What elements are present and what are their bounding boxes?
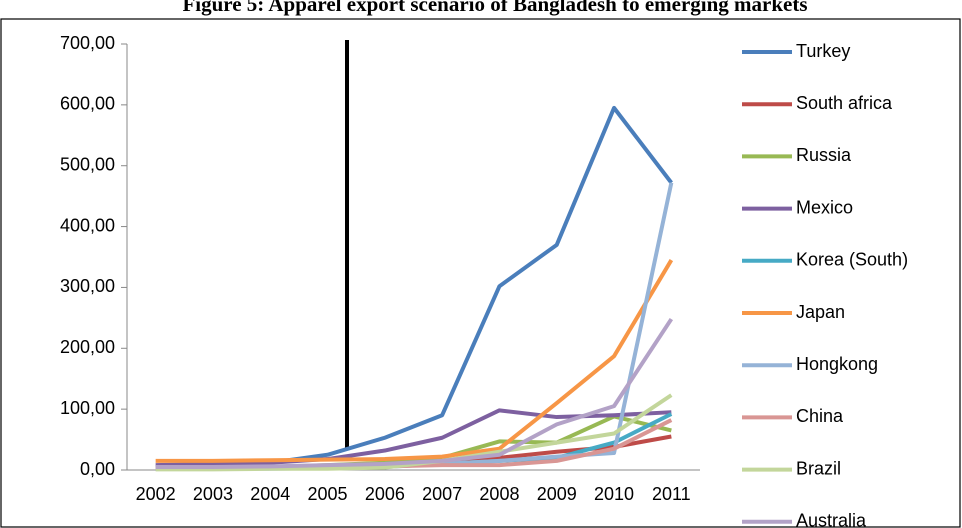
chart-title: Figure 5: Apparel export scenario of Ban… — [182, 0, 807, 16]
x-tick-label: 2009 — [537, 484, 577, 504]
x-tick-label: 2008 — [479, 484, 519, 504]
legend-label: Mexico — [796, 197, 853, 217]
y-tick-label: 700,00 — [60, 33, 115, 53]
y-tick-label: 600,00 — [60, 94, 115, 114]
legend-label: South africa — [796, 93, 893, 113]
x-tick-label: 2011 — [652, 484, 691, 504]
y-tick-label: 300,00 — [60, 276, 115, 296]
x-tick-label: 2003 — [193, 484, 233, 504]
x-tick-label: 2002 — [136, 484, 176, 504]
x-tick-label: 2005 — [308, 484, 348, 504]
legend-label: Australia — [796, 511, 867, 528]
y-tick-label: 0,00 — [80, 459, 115, 479]
legend-label: Hongkong — [796, 354, 878, 374]
series-line — [155, 317, 674, 469]
x-tick-label: 2007 — [422, 484, 462, 504]
series-line — [155, 259, 674, 463]
legend-label: Korea (South) — [796, 250, 908, 270]
y-tick-label: 400,00 — [60, 215, 115, 235]
legend-label: Japan — [796, 302, 845, 322]
legend-label: Russia — [796, 145, 852, 165]
x-tick-label: 2010 — [594, 484, 634, 504]
x-tick-label: 2004 — [250, 484, 290, 504]
y-tick-label: 100,00 — [60, 398, 115, 418]
legend-label: China — [796, 406, 844, 426]
legend-label: Turkey — [796, 41, 850, 61]
x-tick-label: 2006 — [365, 484, 405, 504]
y-tick-label: 200,00 — [60, 337, 115, 357]
y-tick-label: 500,00 — [60, 154, 115, 174]
legend-label: Brazil — [796, 458, 841, 478]
chart-border — [0, 18, 961, 528]
